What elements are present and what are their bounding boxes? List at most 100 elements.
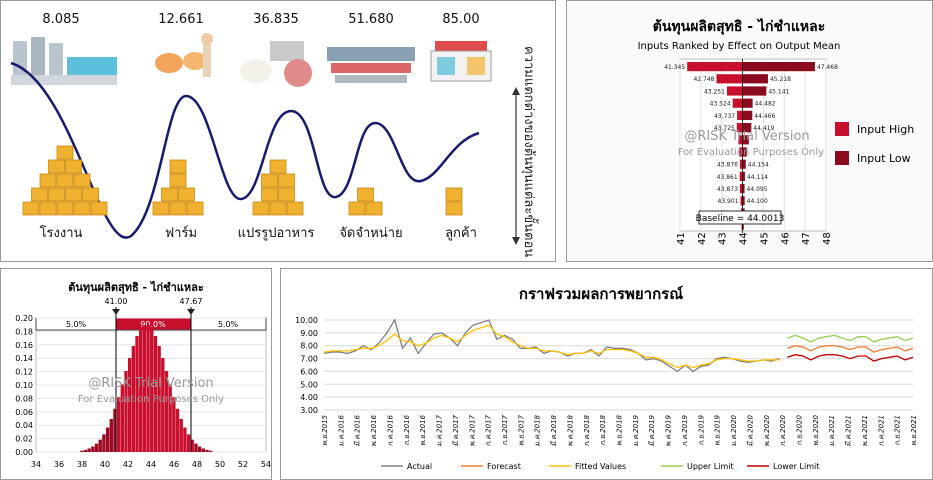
box-icon bbox=[56, 145, 74, 160]
supply-chain-graphic: 8.085 12.661 36.835 51.680 85.00 โรงงาน ฟาร์ม… bbox=[10, 12, 539, 257]
cost-difference-label: ความแตกต่างของต้นทุนแต่ละขั้นตอน bbox=[521, 46, 539, 257]
box-icon bbox=[178, 187, 195, 202]
forecast-x-tick: มี.ค.2021 bbox=[845, 415, 853, 447]
histogram-bar bbox=[83, 449, 88, 452]
forecast-x-tick: ม.ค.2017 bbox=[436, 414, 444, 446]
tornado-bar-high-label: 44.466 bbox=[754, 113, 775, 120]
tornado-bar-high bbox=[742, 98, 753, 108]
baseline-label: Baseline = 44.0013 bbox=[696, 214, 785, 224]
forecast-x-tick: พ.ค.2016 bbox=[370, 414, 378, 446]
box-icon bbox=[261, 187, 278, 202]
box-icon bbox=[56, 201, 74, 216]
tornado-bar-low bbox=[687, 62, 743, 72]
tornado-bar-high bbox=[742, 196, 745, 206]
box-icon bbox=[261, 173, 278, 188]
tornado-bar-high bbox=[742, 147, 747, 157]
stage-value: 8.085 bbox=[42, 12, 79, 27]
stage-value: 51.680 bbox=[348, 12, 394, 27]
shop-sign-icon bbox=[435, 41, 487, 51]
conveyor-items-icon bbox=[331, 63, 411, 73]
tornado-bar-low bbox=[736, 123, 743, 133]
forecast-x-tick: มี.ค.2017 bbox=[452, 414, 460, 446]
forecast-x-tick: พ.ค.2020 bbox=[763, 414, 771, 446]
tornado-bar-low bbox=[726, 86, 743, 96]
forecast-x-tick: มี.ค.2020 bbox=[746, 414, 754, 446]
tornado-watermark: @RISK Trial Version bbox=[684, 129, 809, 144]
forecast-y-tick: 7.00 bbox=[300, 355, 318, 364]
silo-icon bbox=[31, 37, 45, 75]
histogram-x-tick: 54 bbox=[261, 460, 271, 469]
histogram-watermark-sub: For Evaluation Purposes Only bbox=[78, 394, 224, 405]
forecast-x-tick: ม.ค.2020 bbox=[730, 414, 738, 446]
forecast-x-tick: ก.ค.2019 bbox=[681, 414, 689, 446]
tornado-tick-label: 44 bbox=[739, 232, 750, 245]
tornado-tick-label: 46 bbox=[780, 232, 791, 245]
histogram-y-tick: 0.20 bbox=[15, 314, 33, 323]
box-icon bbox=[161, 187, 178, 202]
tornado-bar-high bbox=[742, 171, 745, 181]
box-icon bbox=[365, 201, 383, 216]
box-icon bbox=[82, 187, 99, 202]
tornado-bar-high bbox=[742, 135, 749, 145]
farmer-head-icon bbox=[201, 33, 213, 45]
histogram-bar bbox=[172, 397, 176, 452]
stage-value: 12.661 bbox=[158, 12, 204, 27]
tornado-bar-low bbox=[739, 147, 743, 157]
histogram-bar bbox=[194, 443, 198, 452]
tornado-bar-high-label: 44.114 bbox=[747, 174, 768, 181]
tornado-bar-low-label: 43.901 bbox=[718, 198, 739, 205]
tornado-bar-low-label: 43.861 bbox=[717, 174, 738, 181]
tornado-bar-high-label: 44.100 bbox=[747, 198, 768, 205]
forecast-x-tick: ก.ย.2020 bbox=[795, 414, 803, 445]
histogram-bar bbox=[113, 408, 117, 452]
stage-label: ฟาร์ม bbox=[165, 225, 197, 241]
tornado-legend: Input High Input Low bbox=[835, 122, 914, 165]
forecast-x-tick: มี.ค.2016 bbox=[354, 414, 362, 446]
histogram-title: ต้นทุนผลิตสุทธิ - ไก่ชำแหละ bbox=[68, 280, 204, 295]
forecast-x-tick: พ.ย.2019 bbox=[714, 414, 722, 446]
tornado-tick-label: 47 bbox=[801, 232, 812, 245]
histogram-bar bbox=[208, 450, 213, 452]
lower-limit-series-line bbox=[787, 354, 914, 362]
box-icon bbox=[348, 201, 366, 216]
histogram-bar bbox=[135, 336, 139, 452]
tornado-watermark-sub: For Evaluation Purposes Only bbox=[678, 147, 824, 158]
tornado-bar-low bbox=[738, 135, 743, 145]
tornado-bar-low-label: 43.873 bbox=[717, 186, 738, 193]
tornado-bar-low bbox=[739, 159, 743, 169]
histogram-y-tick: 0.16 bbox=[15, 341, 33, 350]
box-icon bbox=[73, 201, 91, 216]
forecast-y-tick: 4.00 bbox=[300, 393, 318, 402]
forecast-x-tick: ม.ค.2021 bbox=[828, 415, 836, 447]
marker-lower-label: 41.00 bbox=[105, 297, 128, 306]
histogram-bar bbox=[205, 449, 209, 452]
tornado-chart: ต้นทุนผลิตสุทธิ - ไก่ชำแหละ Inputs Ranke… bbox=[567, 1, 932, 261]
forecast-chart: กราฟรวมผลการพยากรณ์ 3.00 4.00 5.00 6.00 7.00… bbox=[295, 285, 918, 471]
tornado-subtitle: Inputs Ranked by Effect on Output Mean bbox=[638, 41, 841, 52]
forecast-x-tick: พ.ค.2017 bbox=[468, 414, 476, 446]
tornado-bar-low bbox=[741, 220, 743, 230]
chicken-icon bbox=[155, 53, 183, 73]
forecast-x-tick: ก.ย.2021 bbox=[894, 415, 902, 446]
conveyor-icon bbox=[327, 47, 415, 61]
tornado-bar-low-label: 43.251 bbox=[704, 88, 725, 95]
marker-upper-triangle-icon bbox=[187, 309, 195, 315]
tornado-bar-low-label: 41.345 bbox=[664, 64, 685, 71]
histogram-bar bbox=[175, 408, 180, 452]
upper-limit-series-line bbox=[787, 334, 914, 343]
histogram-y-tick: 0.06 bbox=[15, 408, 33, 417]
box-icon bbox=[56, 173, 74, 188]
legend-label: Upper Limit bbox=[687, 462, 734, 471]
tornado-bar-low-label: 43.876 bbox=[717, 162, 738, 169]
box-icon bbox=[169, 159, 187, 174]
histogram-bar bbox=[102, 434, 106, 452]
box-icon bbox=[48, 187, 65, 202]
histogram-y-tick: 0.12 bbox=[15, 368, 33, 377]
tornado-bar-low bbox=[739, 184, 743, 194]
forecast-x-tick: พ.ย.2015 bbox=[321, 414, 329, 446]
histogram-bar bbox=[131, 346, 136, 452]
tornado-bar-high-label: 47.468 bbox=[817, 64, 838, 71]
machine-icon bbox=[270, 41, 304, 61]
histogram-bar bbox=[87, 448, 91, 452]
legend-label: Actual bbox=[407, 462, 432, 471]
